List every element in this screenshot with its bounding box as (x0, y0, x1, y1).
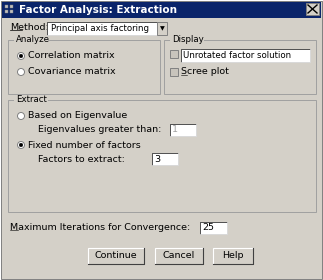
Text: Continue: Continue (95, 251, 137, 260)
Bar (170, 68, 178, 76)
Bar (306, 3, 319, 15)
Text: Method:: Method: (10, 24, 49, 32)
Bar (10, 10, 13, 13)
Text: Extract: Extract (16, 95, 47, 104)
Bar (181, 49, 310, 62)
Bar (200, 222, 227, 234)
Bar (170, 50, 178, 58)
Bar (5, 5, 8, 8)
Bar (88, 248, 144, 264)
Text: 3: 3 (154, 155, 160, 164)
Text: Based on Eigenvalue: Based on Eigenvalue (28, 111, 127, 120)
Circle shape (17, 53, 25, 60)
Bar (14, 36, 47, 44)
Text: Scree plot: Scree plot (181, 67, 229, 76)
Bar (2, 2, 321, 18)
Text: 1: 1 (172, 125, 178, 134)
Bar (10, 5, 13, 8)
Bar (14, 96, 47, 104)
Text: Covariance matrix: Covariance matrix (28, 67, 116, 76)
Text: Maximum Iterations for Convergence:: Maximum Iterations for Convergence: (10, 223, 190, 232)
Text: Display: Display (172, 36, 204, 45)
Text: ▼: ▼ (160, 27, 164, 32)
Bar (170, 124, 196, 136)
Bar (213, 248, 253, 264)
Text: Unrotated factor solution: Unrotated factor solution (183, 51, 291, 60)
Bar (5, 10, 8, 13)
Text: Factors to extract:: Factors to extract: (38, 155, 125, 164)
Circle shape (17, 113, 25, 120)
Bar (157, 22, 167, 35)
Text: Eigenvalues greater than:: Eigenvalues greater than: (38, 125, 162, 134)
Circle shape (17, 141, 25, 148)
Text: Correlation matrix: Correlation matrix (28, 52, 115, 60)
Circle shape (17, 69, 25, 76)
Text: Analyze: Analyze (16, 36, 50, 45)
Text: 25: 25 (202, 223, 214, 232)
Bar (152, 153, 178, 165)
Text: Factor Analysis: Extraction: Factor Analysis: Extraction (19, 5, 177, 15)
Bar (155, 248, 203, 264)
Bar (8, 40, 160, 94)
Circle shape (19, 54, 23, 58)
Bar (8, 100, 316, 212)
Bar (47, 22, 167, 35)
Bar (164, 40, 316, 94)
Text: Fixed number of factors: Fixed number of factors (28, 141, 141, 150)
Text: Help: Help (222, 251, 244, 260)
Circle shape (19, 143, 23, 147)
Text: Principal axis factoring: Principal axis factoring (51, 24, 149, 33)
Bar (170, 36, 203, 44)
Text: Cancel: Cancel (163, 251, 195, 260)
